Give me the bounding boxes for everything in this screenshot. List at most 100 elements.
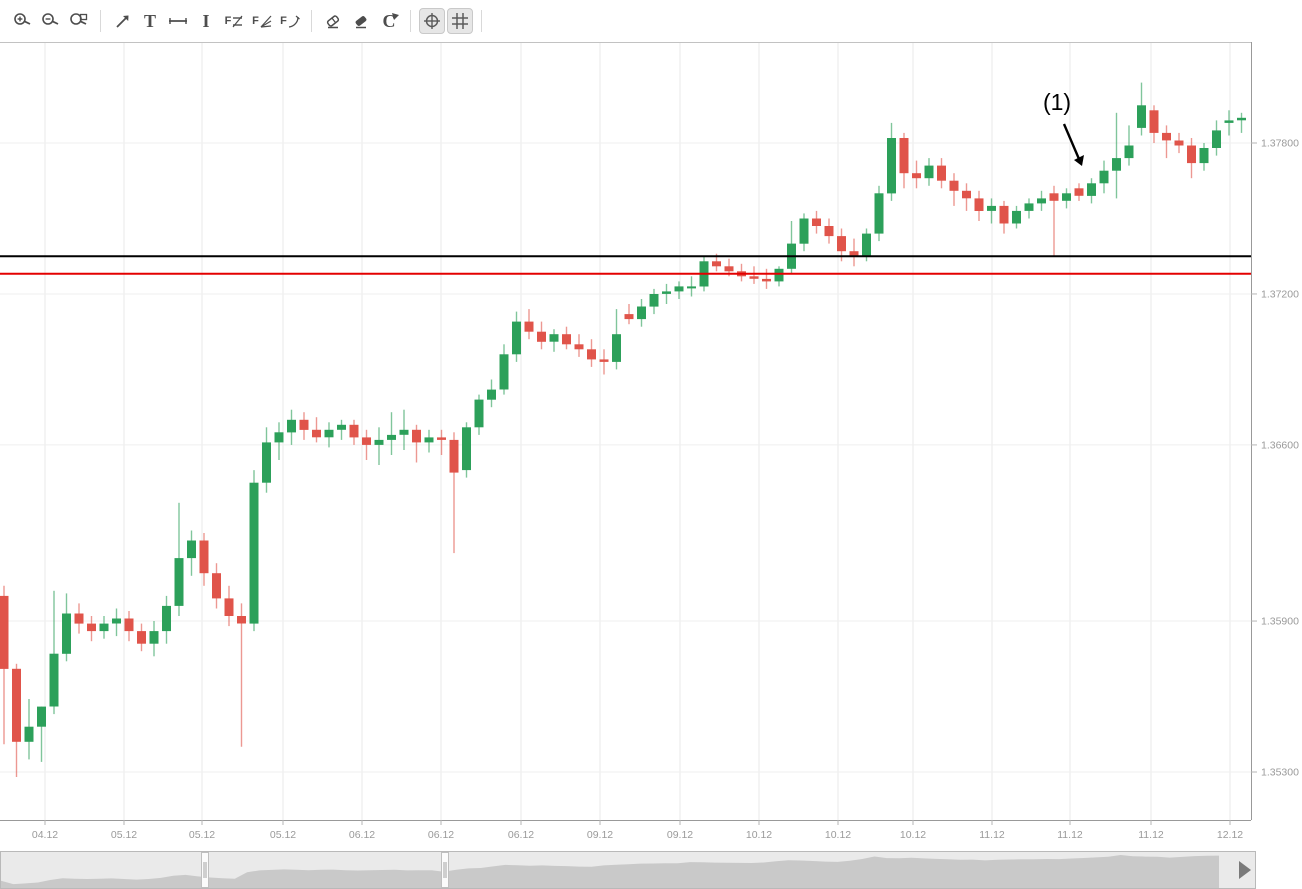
candle: [524, 309, 534, 340]
candle: [199, 533, 209, 586]
candle-body: [999, 205, 1009, 224]
candle: [887, 122, 896, 201]
handle-grip: [203, 862, 207, 878]
candle: [749, 266, 759, 284]
candle: [462, 422, 471, 478]
candle: [1187, 138, 1196, 179]
candle-body: [299, 419, 309, 430]
candle: [599, 349, 609, 375]
date-tick-label: 06.12: [508, 829, 534, 841]
zoom-region-button[interactable]: [66, 8, 92, 34]
candle-body: [749, 276, 759, 279]
price-tick-label: 1.36600: [1261, 439, 1299, 451]
candle: [1012, 205, 1021, 229]
candle-body: [524, 321, 534, 332]
zoom-out-button[interactable]: [38, 8, 64, 34]
candle: [437, 429, 446, 455]
eraser-filled-icon: [352, 13, 370, 29]
candle-body: [962, 190, 971, 199]
horizontal-line-tool[interactable]: [165, 8, 191, 34]
candle: [37, 706, 46, 762]
fibonacci-fan-icon: F: [252, 15, 272, 28]
candle-body: [24, 726, 34, 742]
trend-line-tool[interactable]: [109, 8, 135, 34]
candle-body: [712, 261, 721, 267]
candle-body: [474, 399, 484, 428]
candle-body: [837, 236, 846, 252]
crosshair-icon: [423, 12, 441, 30]
candle: [412, 424, 421, 463]
candle: [937, 158, 946, 189]
date-tick-label: 10.12: [900, 829, 926, 841]
date-tick-label: 09.12: [667, 829, 693, 841]
candle: [237, 603, 246, 747]
candle-body: [549, 334, 559, 342]
candle-body: [724, 266, 734, 272]
navigator-minimap[interactable]: [0, 851, 1256, 889]
candle: [162, 595, 171, 644]
candle: [999, 200, 1009, 234]
candle-body: [487, 389, 496, 400]
reload-arrowhead-icon: [392, 13, 399, 20]
price-tick-label: 1.35300: [1261, 767, 1299, 779]
date-tick-label: 05.12: [111, 829, 137, 841]
candle: [112, 608, 121, 637]
zoom-in-button[interactable]: [10, 8, 36, 34]
candle: [787, 221, 796, 274]
candle-body: [624, 314, 634, 320]
grid-toggle[interactable]: [447, 8, 473, 34]
fibonacci-fan-tool[interactable]: F: [249, 8, 275, 34]
navigator-left-handle[interactable]: [201, 852, 209, 888]
candle-body: [137, 631, 146, 644]
reload-button[interactable]: C: [376, 8, 402, 34]
candle-body: [349, 424, 359, 438]
candle: [62, 593, 71, 662]
candle-body: [774, 268, 784, 282]
fibonacci-retracement-tool[interactable]: F: [221, 8, 247, 34]
fibonacci-arc-tool[interactable]: F: [277, 8, 303, 34]
candle-body: [387, 434, 396, 440]
candle: [1162, 125, 1171, 159]
candle: [1037, 190, 1046, 211]
candle-body: [762, 278, 771, 282]
navigator-right-handle[interactable]: [441, 852, 449, 888]
eraser-tool[interactable]: [320, 8, 346, 34]
candle: [474, 394, 484, 435]
candle-body: [912, 173, 921, 179]
text-tool[interactable]: T: [137, 8, 163, 34]
candle-body: [99, 623, 109, 632]
candle-body: [174, 558, 184, 606]
candle-body: [1062, 193, 1071, 201]
candle-body: [1224, 120, 1234, 123]
date-tick-label: 05.12: [270, 829, 296, 841]
candle-body: [924, 165, 934, 179]
date-tick-label: 11.12: [979, 829, 1005, 841]
candle: [149, 621, 159, 657]
candle-body: [424, 437, 434, 443]
candle-body: [374, 439, 384, 445]
candle: [1199, 143, 1209, 171]
scroll-right-arrow-icon[interactable]: [1239, 861, 1251, 879]
crosshair-toggle[interactable]: [419, 8, 445, 34]
candle-body: [212, 573, 221, 599]
candle: [174, 502, 184, 616]
candlestick-chart-canvas[interactable]: 1.37800 1.37200 1.36600 1.35900 1.35300 04.12…: [0, 42, 1302, 849]
annotation-arrow-line: [1062, 123, 1081, 160]
candle-body: [249, 482, 259, 624]
vertical-line-tool[interactable]: I: [193, 8, 219, 34]
candle: [624, 304, 634, 325]
candle-body: [862, 233, 871, 257]
candle-body: [662, 291, 671, 294]
fibonacci-arc-icon: F: [280, 15, 300, 28]
candle: [349, 419, 359, 445]
candle-body: [649, 294, 659, 307]
candle: [924, 158, 934, 186]
candle: [949, 173, 959, 206]
price-tick-label: 1.37800: [1261, 138, 1299, 150]
candle-body: [362, 437, 371, 445]
candle-body: [199, 540, 209, 574]
eraser-all-tool[interactable]: [348, 8, 374, 34]
toolbar-separator: [100, 10, 101, 32]
candle-body: [312, 429, 321, 438]
candle: [1099, 160, 1109, 194]
